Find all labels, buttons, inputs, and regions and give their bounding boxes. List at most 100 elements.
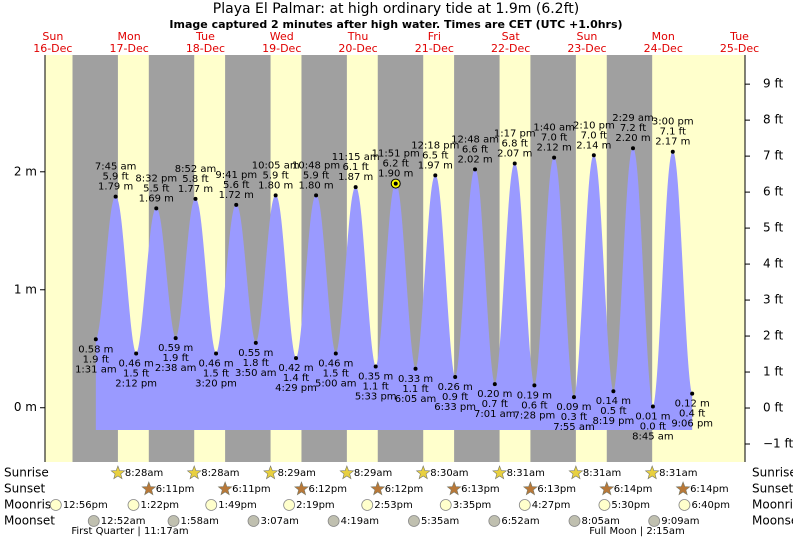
moonset-time: 9:09am: [661, 516, 699, 527]
tide-point: [353, 185, 358, 190]
moonset-time: 3:07am: [261, 516, 299, 527]
moonrise-icon: [49, 499, 62, 511]
moonrise-time: 12:56pm: [63, 500, 108, 511]
y2-tick-label: 4 ft: [763, 257, 783, 271]
y2-tick-label: −1 ft: [763, 437, 793, 451]
tide-point: [134, 351, 139, 356]
sunset-time: 6:13pm: [461, 484, 500, 495]
date-label: 25-Dec: [720, 42, 759, 55]
tide-label: 1.9 ft: [83, 354, 109, 365]
tide-label: 2.20 m: [615, 133, 650, 144]
y-tick-label: 1 m: [14, 282, 37, 296]
tide-label: 7:45 am: [95, 162, 137, 173]
tide-label: 3:20 pm: [195, 378, 237, 389]
sunrise-time: 8:28am: [201, 468, 239, 479]
tide-label: 6:05 am: [395, 394, 437, 405]
tide-label: 1:31 am: [75, 364, 117, 375]
tide-label: 0.4 ft: [679, 409, 705, 420]
tide-label: 1.77 m: [178, 184, 213, 195]
tide-area: [95, 148, 693, 430]
tide-label: 6.2 ft: [383, 159, 409, 170]
tide-label: 1.90 m: [378, 169, 413, 180]
sun-icon: [446, 481, 462, 496]
y2-tick-label: 2 ft: [763, 329, 783, 343]
y-tick-label: 2 m: [14, 164, 37, 178]
sunset-time: 6:14pm: [690, 484, 729, 495]
tide-label: 7.0 ft: [541, 133, 567, 144]
tide-label: 7:28 pm: [514, 410, 556, 421]
date-label: 18-Dec: [186, 42, 225, 55]
tide-label: 1.79 m: [98, 182, 133, 193]
date-label: 22-Dec: [491, 42, 530, 55]
tide-label: 11:15 am: [332, 152, 380, 163]
y2-tick-label: 8 ft: [763, 113, 783, 127]
weekday-label: Mon: [652, 30, 675, 43]
moonset-time: 1:58am: [181, 516, 219, 527]
tide-point: [314, 193, 319, 198]
weekday-label: Fri: [428, 30, 441, 43]
tide-point: [473, 167, 478, 172]
y2-tick-label: 5 ft: [763, 221, 783, 235]
tide-label: 12:18 pm: [411, 140, 459, 151]
tide-label: 0.19 m: [517, 390, 552, 401]
sunset-time: 6:12pm: [308, 484, 347, 495]
tide-point: [154, 206, 159, 211]
moonset-icon: [568, 515, 581, 527]
row-label: Moonset: [752, 514, 793, 528]
tide-label: 0.9 ft: [442, 392, 468, 403]
tide-label: 5.6 ft: [223, 180, 249, 191]
tide-label: 0.14 m: [596, 396, 631, 407]
moonrise-icon: [283, 499, 296, 511]
tide-point: [453, 375, 458, 380]
row-label: Moonset: [4, 514, 55, 528]
moonset-icon: [408, 515, 420, 527]
tide-label: 7.1 ft: [660, 127, 686, 138]
tide-point: [512, 161, 517, 166]
moonrise-time: 1:49pm: [218, 500, 257, 511]
moonrise-icon: [518, 499, 531, 511]
tide-label: 5:00 am: [315, 378, 357, 389]
sunrise-time: 8:29am: [278, 468, 316, 479]
moonrise-icon: [361, 499, 374, 511]
sunrise-time: 8:31am: [583, 468, 621, 479]
tide-label: 4:29 pm: [275, 383, 317, 394]
y2-tick-label: 9 ft: [763, 77, 783, 91]
tide-label: 0.09 m: [556, 402, 591, 413]
sun-icon: [492, 465, 508, 480]
tide-point: [611, 389, 616, 394]
weekday-label: Tue: [195, 30, 215, 43]
tide-label: 12:48 am: [451, 134, 499, 145]
tide-point: [591, 153, 596, 158]
moonrise-icon: [205, 499, 218, 511]
date-label: 24-Dec: [644, 42, 683, 55]
row-label: Moonrise: [752, 498, 793, 512]
moonset-time: 5:35am: [421, 516, 459, 527]
moonrise-icon: [127, 499, 140, 511]
tide-point: [214, 351, 219, 356]
tide-point: [690, 391, 695, 396]
tide-label: 5:33 pm: [355, 391, 397, 402]
moonset-time: 8:05am: [581, 516, 619, 527]
moonset-icon: [167, 515, 180, 527]
tide-label: 5.9 ft: [102, 172, 128, 183]
tide-label: 0.58 m: [78, 344, 113, 355]
tide-label: 6.6 ft: [462, 144, 488, 155]
tide-label: 8:52 am: [175, 164, 217, 175]
tide-label: 1:17 pm: [494, 129, 536, 140]
sunset-time: 6:12pm: [385, 484, 424, 495]
sun-icon: [675, 481, 691, 496]
tide-label: 1.69 m: [139, 193, 174, 204]
tide-point: [333, 351, 338, 356]
tide-label: 5.8 ft: [182, 174, 208, 185]
tide-label: 0.42 m: [278, 363, 313, 374]
moonrise-time: 2:19pm: [296, 500, 335, 511]
date-label: 21-Dec: [415, 42, 454, 55]
tide-label: 1.80 m: [298, 180, 333, 191]
tide-label: 7:01 am: [474, 409, 516, 420]
tide-point: [393, 181, 398, 186]
date-label: 17-Dec: [110, 42, 149, 55]
tide-label: 0.6 ft: [521, 400, 547, 411]
y2-tick-label: 7 ft: [763, 149, 783, 163]
y2-tick-label: 3 ft: [763, 293, 783, 307]
tide-label: 1.5 ft: [323, 368, 349, 379]
